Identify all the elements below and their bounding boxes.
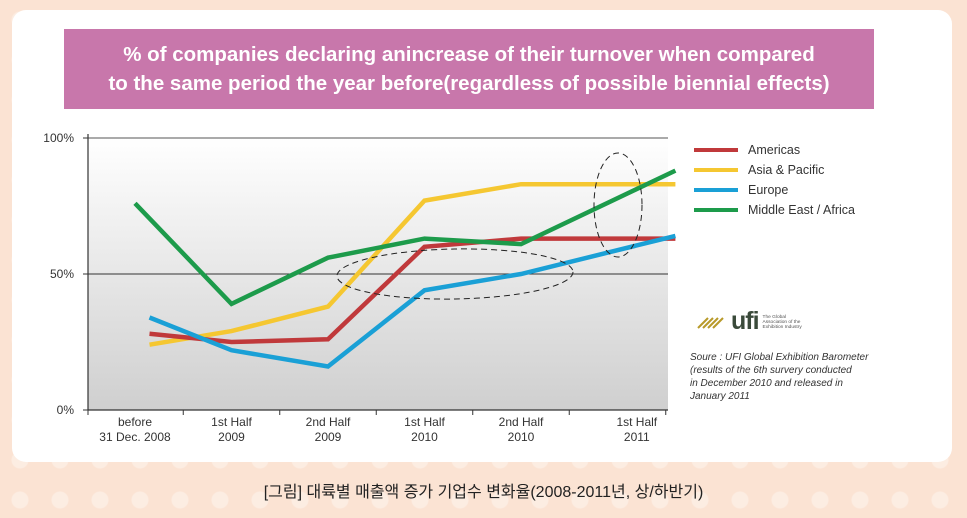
ufi-logo-sub-line: Association of the	[762, 320, 801, 325]
source-line: (results of the 6th survery conducted	[690, 365, 852, 376]
legend-label: Europe	[748, 183, 789, 197]
ufi-logo: ufi The Global Association of the Exhibi…	[696, 306, 836, 336]
chart-title-line-1: % of companies declaring anincrease of t…	[123, 43, 815, 66]
x-tick-label: 2nd Half	[306, 415, 351, 429]
chart-title-line-2: to the same period the year before(regar…	[108, 72, 830, 95]
x-tick-label: 2009	[218, 430, 245, 444]
legend-swatch	[694, 168, 738, 172]
legend-swatch	[694, 188, 738, 192]
highlight-ellipse	[593, 152, 643, 258]
y-tick-label: 100%	[43, 131, 74, 145]
x-tick-label: 1st Half	[404, 415, 445, 429]
series-line-americas	[149, 236, 676, 345]
source-line: Soure : UFI Global Exhibition Barometer	[690, 352, 869, 363]
x-tick-label: 2010	[411, 430, 438, 444]
source-note: Soure : UFI Global Exhibition Barometer …	[690, 351, 930, 403]
series-line-asia-pacific	[149, 181, 676, 347]
legend-label: Americas	[748, 143, 801, 157]
x-tick-label: before	[118, 415, 152, 429]
x-tick-label: 1st Half	[211, 415, 252, 429]
legend-label: Middle East / Africa	[748, 203, 855, 217]
chart-legend: Americas Asia & Pacific Europe Middle East …	[694, 140, 924, 220]
x-tick-label: 2010	[508, 430, 535, 444]
series-line-middle-east-africa	[133, 168, 677, 307]
highlight-ellipse	[336, 248, 574, 300]
x-tick-label: 2011	[624, 430, 650, 444]
legend-item: Americas	[694, 140, 924, 160]
y-tick-label: 0%	[57, 403, 75, 417]
x-tick-label: 31 Dec. 2008	[99, 430, 171, 444]
source-line: January 2011	[690, 391, 750, 402]
chart-title-banner: % of companies declaring anincrease of t…	[64, 29, 874, 109]
legend-item: Asia & Pacific	[694, 160, 924, 180]
figure-caption: [그림] 대륙별 매출액 증가 기업수 변화율(2008-2011년, 상/하반…	[263, 484, 704, 501]
source-line: in December 2010 and released in	[690, 378, 843, 389]
ufi-logo-sub-line: The Global	[762, 315, 787, 320]
legend-label: Asia & Pacific	[748, 163, 825, 177]
legend-swatch	[694, 148, 738, 152]
legend-item: Europe	[694, 180, 924, 200]
x-tick-label: 1st Half	[616, 415, 657, 429]
x-tick-label: 2009	[315, 430, 342, 444]
legend-item: Middle East / Africa	[694, 200, 924, 220]
ufi-logo-mark-icon	[697, 317, 724, 329]
legend-swatch	[694, 208, 738, 212]
y-tick-label: 50%	[50, 267, 74, 281]
x-tick-label: 2nd Half	[499, 415, 544, 429]
ufi-logo-sub-line: Exhibition Industry	[762, 325, 802, 330]
ufi-logo-subtitle: The Global Association of the Exhibition…	[763, 315, 802, 330]
ufi-logo-text: ufi	[731, 306, 760, 335]
series-line-europe	[148, 233, 676, 369]
